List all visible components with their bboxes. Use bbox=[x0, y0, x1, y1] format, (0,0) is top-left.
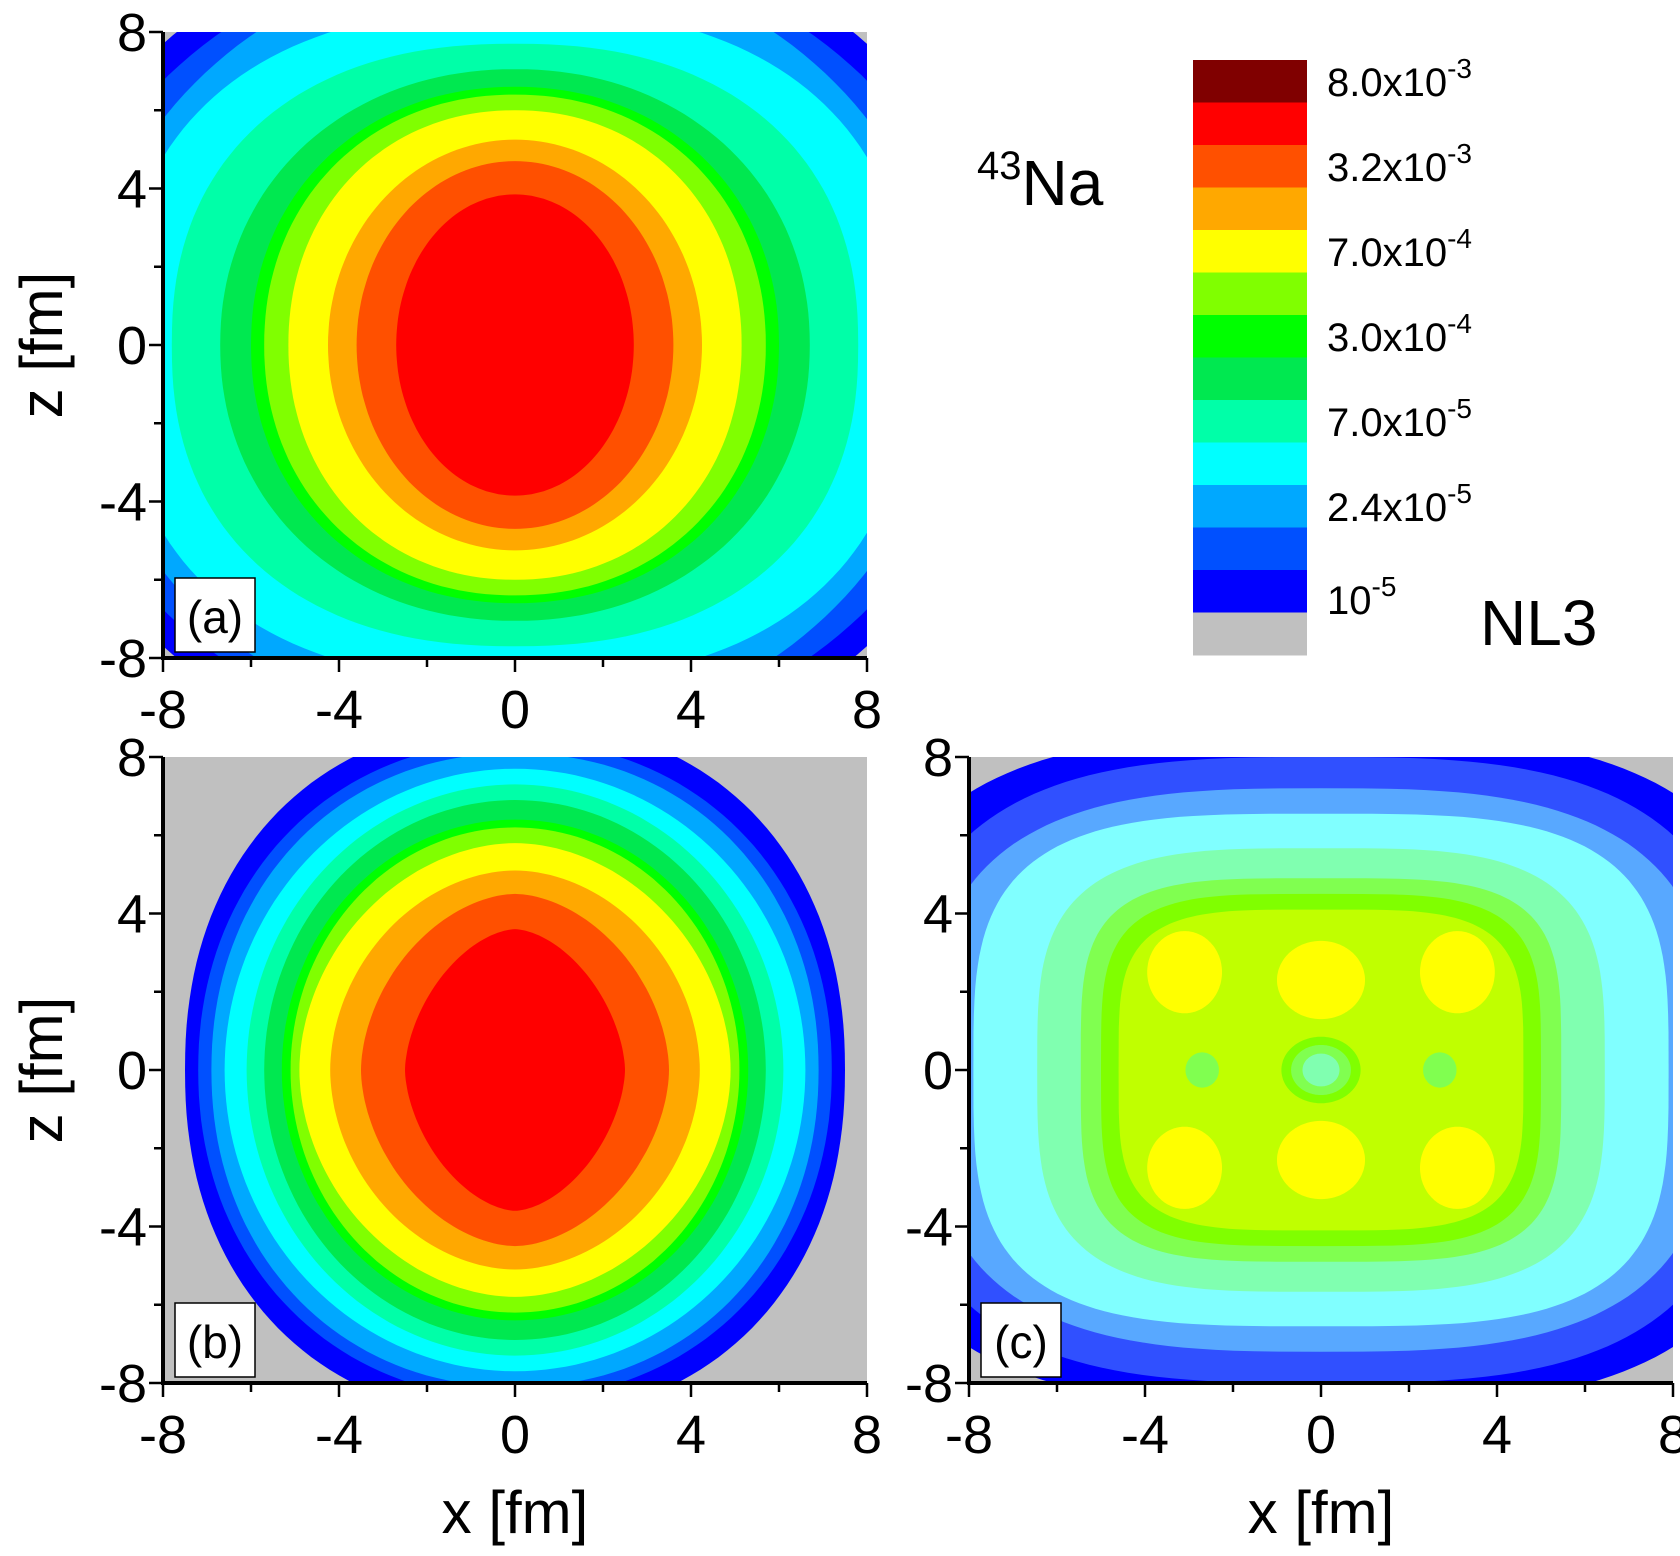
panel-label: (b) bbox=[187, 1316, 243, 1368]
colorbar-swatch bbox=[1193, 315, 1307, 358]
x-tick-label: -4 bbox=[1121, 1405, 1169, 1465]
y-tick-label: -4 bbox=[99, 1198, 147, 1258]
contour-island bbox=[1420, 1126, 1495, 1209]
colorbar-label: 7.0x10-5 bbox=[1327, 393, 1472, 445]
contour-island bbox=[1420, 931, 1495, 1014]
y-tick-label: -8 bbox=[905, 1354, 953, 1414]
contour-island bbox=[1147, 1126, 1222, 1209]
colorbar-swatch bbox=[1193, 570, 1307, 613]
contour-island bbox=[1185, 1052, 1219, 1088]
model-label: NL3 bbox=[1480, 587, 1597, 659]
contour-island bbox=[1277, 940, 1365, 1020]
contour-island bbox=[1277, 1120, 1365, 1200]
colorbar-swatch bbox=[1193, 272, 1307, 316]
contour-plot bbox=[163, 32, 867, 658]
y-tick-label: 8 bbox=[117, 3, 147, 63]
element-symbol: Na bbox=[1022, 147, 1104, 219]
colorbar-swatch bbox=[1193, 442, 1307, 486]
x-axis-label: x [fm] bbox=[442, 1479, 589, 1546]
x-tick-label: 4 bbox=[1482, 1405, 1512, 1465]
nucleus-label: 43Na bbox=[977, 144, 1104, 219]
panel-c: -8 -4 0 4 8 8 4 0 -4 -8 x [fm] (c) bbox=[905, 728, 1680, 1546]
colorbar-label: 3.2x10-3 bbox=[1327, 138, 1472, 190]
colorbar-swatch bbox=[1193, 612, 1307, 656]
y-tick-label: 8 bbox=[117, 728, 147, 788]
y-tick-label: 4 bbox=[923, 885, 953, 945]
x-tick-label: 0 bbox=[500, 680, 530, 740]
y-tick-label: 4 bbox=[117, 160, 147, 220]
y-tick-label: -4 bbox=[99, 473, 147, 533]
x-tick-label: -4 bbox=[315, 680, 363, 740]
panel-label: (a) bbox=[187, 591, 243, 643]
colorbar-swatch bbox=[1193, 230, 1307, 273]
panel-label: (c) bbox=[994, 1316, 1048, 1368]
contour-plot bbox=[969, 757, 1673, 1383]
x-tick-label: -8 bbox=[945, 1405, 993, 1465]
panel-label-box bbox=[174, 1302, 256, 1378]
colorbar-label-base: 3.0x10 bbox=[1327, 316, 1447, 360]
y-tick-label: -8 bbox=[99, 629, 147, 689]
y-tick-label: 4 bbox=[117, 885, 147, 945]
x-tick-label: 0 bbox=[1306, 1405, 1336, 1465]
panel-label-box bbox=[980, 1302, 1062, 1378]
colorbar-label-base: 2.4x10 bbox=[1327, 486, 1447, 530]
colorbar-swatch bbox=[1193, 60, 1307, 103]
contour-island bbox=[1423, 1052, 1457, 1088]
colorbar-label-exponent: -5 bbox=[1447, 478, 1472, 509]
y-axis-label: z [fm] bbox=[8, 997, 75, 1144]
colorbar-label-exponent: -5 bbox=[1372, 571, 1397, 602]
y-tick-label: -8 bbox=[99, 1354, 147, 1414]
x-tick-label: 4 bbox=[676, 680, 706, 740]
y-axis-label: z [fm] bbox=[8, 272, 75, 419]
colorbar-swatch bbox=[1193, 485, 1307, 528]
x-axis-label: x [fm] bbox=[1248, 1479, 1395, 1546]
colorbar-label: 3.0x10-4 bbox=[1327, 308, 1472, 360]
colorbar-label-base: 3.2x10 bbox=[1327, 146, 1447, 190]
y-tick-label: -4 bbox=[905, 1198, 953, 1258]
y-tick-label: 0 bbox=[117, 1041, 147, 1101]
contour-island bbox=[1147, 931, 1222, 1014]
panel-b: -8 -4 0 4 8 8 4 0 -4 -8 x [fm] z [fm] (b) bbox=[8, 728, 882, 1546]
colorbar: 8.0x10-33.2x10-37.0x10-43.0x10-47.0x10-5… bbox=[1193, 53, 1472, 656]
colorbar-label: 7.0x10-4 bbox=[1327, 223, 1472, 275]
y-tick-label: 0 bbox=[923, 1041, 953, 1101]
x-tick-label: -8 bbox=[139, 680, 187, 740]
y-tick-label: 0 bbox=[117, 316, 147, 376]
colorbar-label: 10-5 bbox=[1327, 571, 1396, 623]
colorbar-label-base: 7.0x10 bbox=[1327, 401, 1447, 445]
x-tick-label: -8 bbox=[139, 1405, 187, 1465]
colorbar-label-base: 10 bbox=[1327, 579, 1372, 623]
colorbar-label-base: 8.0x10 bbox=[1327, 61, 1447, 105]
colorbar-label-exponent: -3 bbox=[1447, 138, 1472, 169]
colorbar-label-exponent: -5 bbox=[1447, 393, 1472, 424]
colorbar-swatch bbox=[1193, 187, 1307, 231]
colorbar-swatch bbox=[1193, 400, 1307, 443]
x-tick-label: 8 bbox=[852, 680, 882, 740]
x-tick-label: 4 bbox=[676, 1405, 706, 1465]
colorbar-label: 2.4x10-5 bbox=[1327, 478, 1472, 530]
y-tick-label: 8 bbox=[923, 728, 953, 788]
colorbar-label-base: 7.0x10 bbox=[1327, 231, 1447, 275]
contour-band bbox=[405, 929, 625, 1211]
colorbar-label-exponent: -4 bbox=[1447, 223, 1472, 254]
contour-band bbox=[396, 194, 634, 496]
colorbar-swatch bbox=[1193, 145, 1307, 188]
mass-number: 43 bbox=[977, 144, 1022, 188]
colorbar-swatch bbox=[1193, 102, 1307, 146]
panel-label-box bbox=[174, 577, 256, 653]
colorbar-label-exponent: -4 bbox=[1447, 308, 1472, 339]
colorbar-swatch bbox=[1193, 527, 1307, 571]
colorbar-swatch bbox=[1193, 357, 1307, 401]
panel-a: -8 -4 0 4 8 8 4 0 -4 -8 z [fm] (a) bbox=[8, 3, 882, 740]
x-tick-label: 8 bbox=[852, 1405, 882, 1465]
x-tick-label: 8 bbox=[1658, 1405, 1680, 1465]
contour-plot bbox=[163, 757, 867, 1383]
contour-island bbox=[1302, 1053, 1340, 1087]
colorbar-label-exponent: -3 bbox=[1447, 53, 1472, 84]
x-tick-label: -4 bbox=[315, 1405, 363, 1465]
x-tick-label: 0 bbox=[500, 1405, 530, 1465]
colorbar-label: 8.0x10-3 bbox=[1327, 53, 1472, 105]
